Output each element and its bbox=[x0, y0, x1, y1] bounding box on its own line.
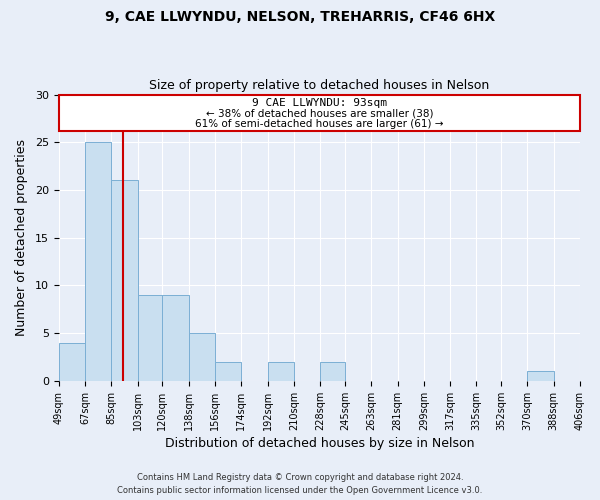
Bar bbox=[137, 295, 163, 381]
FancyBboxPatch shape bbox=[59, 94, 580, 131]
Text: 61% of semi-detached houses are larger (61) →: 61% of semi-detached houses are larger (… bbox=[195, 120, 443, 130]
Bar bbox=[268, 362, 294, 381]
Text: 9 CAE LLWYNDU: 93sqm: 9 CAE LLWYNDU: 93sqm bbox=[252, 98, 387, 108]
Text: Contains HM Land Registry data © Crown copyright and database right 2024.
Contai: Contains HM Land Registry data © Crown c… bbox=[118, 474, 482, 495]
Text: 9, CAE LLWYNDU, NELSON, TREHARRIS, CF46 6HX: 9, CAE LLWYNDU, NELSON, TREHARRIS, CF46 … bbox=[105, 10, 495, 24]
Bar bbox=[163, 295, 189, 381]
Bar bbox=[85, 142, 112, 381]
Title: Size of property relative to detached houses in Nelson: Size of property relative to detached ho… bbox=[149, 79, 490, 92]
Bar bbox=[320, 362, 345, 381]
Bar bbox=[112, 180, 137, 381]
Y-axis label: Number of detached properties: Number of detached properties bbox=[15, 140, 28, 336]
Bar bbox=[527, 372, 554, 381]
Bar bbox=[59, 343, 85, 381]
Bar bbox=[189, 333, 215, 381]
X-axis label: Distribution of detached houses by size in Nelson: Distribution of detached houses by size … bbox=[164, 437, 474, 450]
Text: ← 38% of detached houses are smaller (38): ← 38% of detached houses are smaller (38… bbox=[206, 109, 433, 119]
Bar bbox=[215, 362, 241, 381]
